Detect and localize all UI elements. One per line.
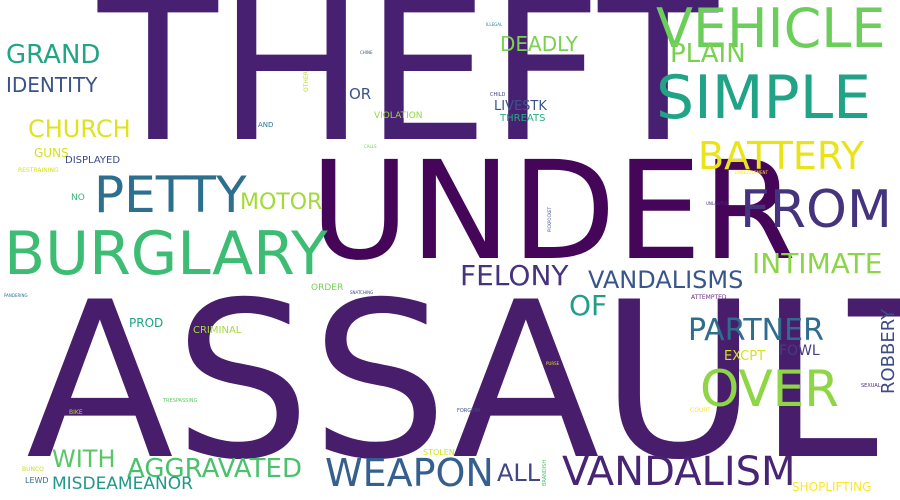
word-vehicle: VEHICLE bbox=[656, 0, 886, 60]
word-assault: ASSAULT bbox=[26, 256, 900, 500]
word-brandish: BRANDISH bbox=[542, 459, 548, 486]
word-of: OF bbox=[569, 289, 608, 322]
word-intimate: INTIMATE bbox=[752, 247, 883, 280]
word-fowl: FOWL bbox=[779, 343, 820, 359]
word-church: CHURCH bbox=[28, 115, 131, 143]
word-identity: IDENTITY bbox=[6, 73, 98, 97]
word-criminal: CRIMINAL bbox=[193, 325, 242, 336]
word-felony: FELONY bbox=[460, 259, 569, 292]
word-chine: CHINE bbox=[360, 50, 373, 55]
word-bike: BIKE bbox=[69, 409, 83, 416]
word-order: ORDER bbox=[311, 283, 344, 293]
word-vandalism: VANDALISM bbox=[562, 449, 796, 495]
word-with: WITH bbox=[52, 445, 116, 473]
word-no: NO bbox=[71, 193, 85, 203]
word-trespassing: TRESPASSING bbox=[163, 398, 198, 404]
word-stolen: STOLEN bbox=[423, 448, 455, 457]
word-violation: VIOLATION bbox=[374, 111, 423, 121]
word-deadly: DEADLY bbox=[500, 32, 578, 56]
word-pickpocket: PICKPOCKET bbox=[547, 207, 552, 232]
word-court: COURT bbox=[690, 407, 711, 414]
word-robbery: ROBBERY bbox=[878, 308, 899, 394]
word-theft: THEFT bbox=[98, 0, 718, 186]
word-unlawful: UNLAWFUL bbox=[706, 201, 729, 206]
word-pandering: PANDERING bbox=[4, 293, 28, 298]
word-aggravated: AGGRAVATED bbox=[127, 454, 302, 484]
word-other: OTHER bbox=[303, 71, 310, 92]
word-over: OVER bbox=[700, 360, 840, 418]
word-weapon: WEAPON bbox=[325, 451, 494, 495]
word-motor: MOTOR bbox=[240, 190, 323, 215]
word-vandalisms: VANDALISMS bbox=[588, 266, 744, 294]
word-guns: GUNS bbox=[34, 146, 69, 160]
word-all: ALL bbox=[497, 459, 541, 487]
word-embezzlement: EMBEZZLEMENT bbox=[735, 170, 768, 175]
word-calls: CALLS bbox=[364, 144, 377, 149]
word-burglary: BURGLARY bbox=[4, 219, 328, 289]
word-snatching: SNATCHING bbox=[350, 290, 374, 295]
word-forgery: FORGERY bbox=[457, 408, 481, 414]
word-petty: PETTY bbox=[94, 166, 247, 224]
word-from: FROM bbox=[740, 180, 892, 240]
word-grand: GRAND bbox=[6, 40, 101, 70]
word-shoplifting: SHOPLIFTING bbox=[792, 480, 872, 494]
word-prod: PROD bbox=[129, 316, 164, 330]
word-attempted: ATTEMPTED bbox=[691, 294, 727, 301]
word-livestk: LIVESTK bbox=[494, 99, 547, 114]
word-partner: PARTNER bbox=[688, 313, 824, 348]
word-restraining: RESTRAINING bbox=[18, 167, 59, 174]
word-threats: THREATS bbox=[500, 113, 546, 124]
word-simple: SIMPLE bbox=[656, 63, 872, 133]
word-displayed: DISPLAYED bbox=[65, 155, 121, 166]
word-plain: PLAIN bbox=[670, 39, 746, 69]
word-purse: PURSE bbox=[546, 361, 560, 366]
word-sexual: SEXUAL bbox=[861, 383, 881, 389]
word-bunco: BUNCO bbox=[22, 466, 44, 473]
word-or: OR bbox=[349, 85, 372, 103]
word-excpt: EXCPT bbox=[724, 349, 766, 364]
word-misdeameanor: MISDEAMEANOR bbox=[52, 474, 193, 494]
word-illegal: ILLEGAL bbox=[486, 22, 503, 27]
word-lewd: LEWD bbox=[25, 476, 49, 485]
word-battery: BATTERY bbox=[698, 134, 865, 178]
word-under: UNDER bbox=[310, 133, 797, 291]
word-child: CHILD bbox=[490, 92, 506, 98]
word-and: AND bbox=[258, 121, 274, 129]
